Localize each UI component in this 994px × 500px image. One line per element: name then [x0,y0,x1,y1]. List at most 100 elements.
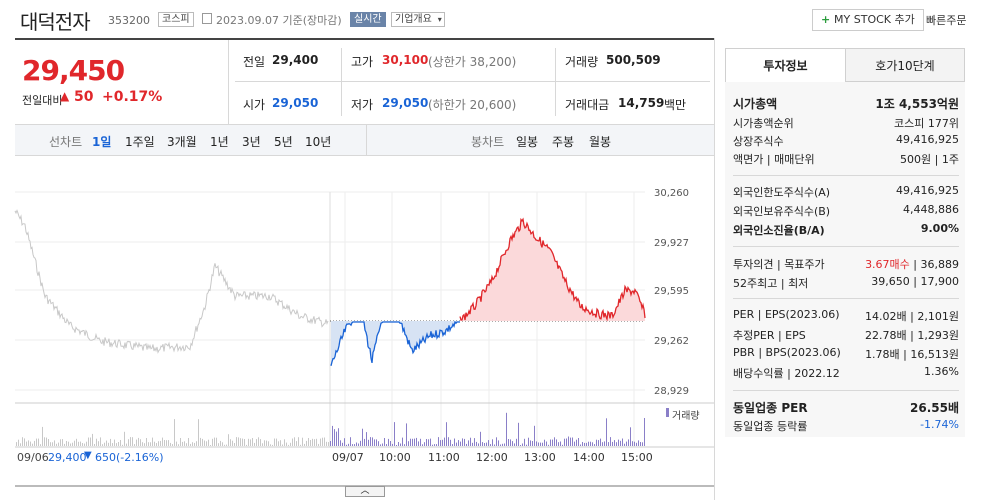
volume-bar [346,444,347,446]
volume-bar [156,443,157,446]
volume-bar [236,437,237,446]
quick-order-link[interactable]: 빠른주문 [926,14,967,27]
summary-col-divider [555,48,556,116]
collapse-chart-button[interactable]: ︿ [345,486,385,497]
period-3y[interactable]: 3년 [242,135,261,149]
volume-bar [544,439,545,446]
volume-bar [102,444,103,446]
down-line [330,320,460,366]
period-10y[interactable]: 10년 [305,135,332,149]
volume-bar [560,441,561,446]
volume-bar [116,443,117,446]
volume-bar [226,444,227,446]
volume-bar [492,439,493,446]
volume-bar [494,444,495,446]
period-1w[interactable]: 1주일 [125,135,155,149]
x-tick-label: 14:00 [573,451,605,464]
volume-bar [262,443,263,446]
volume-bar [52,442,53,446]
period-1y[interactable]: 1년 [210,135,229,149]
volume-bar [172,444,173,446]
period-5y[interactable]: 5년 [274,135,293,149]
prev-day-change: 650 [95,451,116,464]
stock-code: 353200 [108,14,150,27]
company-info-label: 기업개요 [395,14,432,25]
volume-bar [638,440,639,446]
volume-bar [22,437,23,446]
volume-bar [406,423,407,446]
amount-unit: 백만 [664,98,687,112]
eps-label[interactable]: EPS(2023.06) [764,308,840,321]
volume-bar [30,441,31,446]
rank-label[interactable]: 시가총액순위 [733,117,794,130]
volume-bar [382,443,383,446]
volume-bar [112,443,113,446]
amount-value: 14,759 [618,96,665,110]
chevron-up-icon: ︿ [360,486,370,496]
prev-day-close: 29,400 [48,451,87,464]
volume-bar [414,438,415,446]
volume-bar [534,425,535,446]
candle-daily[interactable]: 일봉 [516,135,539,149]
mystock-button[interactable]: + MY STOCK 추가 [812,9,924,31]
volume-bar [488,440,489,446]
mystock-label: MY STOCK 추가 [834,13,915,26]
period-1d[interactable]: 1일 [92,135,112,149]
volume-bar [434,444,435,446]
candle-monthly[interactable]: 월봉 [589,135,612,149]
volume-bar [306,440,307,446]
volume-bar [334,429,335,446]
volume-bar [538,442,539,446]
volume-bar [430,438,431,446]
x-tick-label: 10:00 [379,451,411,464]
volume-bar [418,441,419,446]
volume-bar [404,444,405,446]
per-label: PER [733,308,755,321]
volume-bar [214,437,215,446]
bps-label[interactable]: BPS(2023.06) [765,346,841,359]
tab-invest[interactable]: 투자정보 [725,48,846,82]
volume-bar [238,437,239,446]
volume-bar [630,427,631,446]
price-chart: 30,260 29,927 29,595 29,262 28,929 09/07 10:0… [14,188,714,487]
volume-bar [366,432,367,446]
x-tick-label: 11:00 [428,451,460,464]
change-pct: +0.17% [102,89,163,105]
realtime-badge[interactable]: 실시간 [350,12,386,27]
down-area [331,321,460,366]
sector-per-label[interactable]: 동일업종 PER [733,401,808,415]
volume-bar [350,437,351,446]
up-area [460,219,645,321]
volume-bar [390,441,391,446]
volume-bar [114,439,115,446]
tab-quote[interactable]: 호가10단계 [845,48,965,82]
volume-bar [602,442,603,446]
est-eps-label[interactable]: EPS [785,329,806,342]
volume-bar [354,444,355,446]
volume-bar [394,422,395,446]
period-3m[interactable]: 3개월 [167,135,197,149]
volume-bar [72,442,73,446]
stock-name: 대덕전자 [20,10,91,34]
candle-weekly[interactable]: 주봉 [552,135,575,149]
volume-bar [428,439,429,446]
volume-bar [552,439,553,446]
volume-bar [300,444,301,446]
company-info-button[interactable]: 기업개요 ▾ [391,12,445,27]
volume-bar [168,440,169,446]
volume-bar [212,438,213,446]
foreign-ratio-label[interactable]: 외국인소진율(B/A) [733,224,825,237]
prev-label: 전일 [243,55,266,69]
volume-bar [612,441,613,446]
volume-bar [600,438,601,446]
est-per-label: 추정PER [733,329,775,342]
sector-rate-label[interactable]: 동일업종 등락률 [733,420,808,433]
volume-bar [26,441,27,446]
volume-bar [460,441,461,446]
volume-bar [150,442,151,446]
volume-bar [486,442,487,446]
pbr-value: 1.78배 [865,348,900,361]
volume-bar [590,441,591,446]
w52-low-value: 17,900 [920,275,960,288]
volume-bar [94,444,95,446]
